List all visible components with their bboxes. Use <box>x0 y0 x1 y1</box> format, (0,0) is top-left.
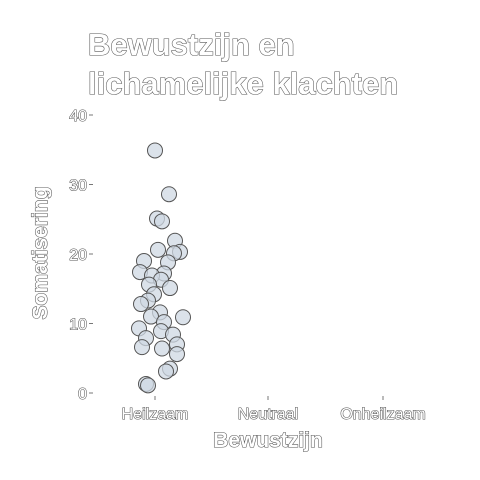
data-point <box>169 346 185 363</box>
data-point <box>134 339 150 356</box>
chart-title-line-1: Bewustzijn en <box>88 27 295 62</box>
data-point <box>154 213 170 230</box>
x-axis-title: Bewustzijn <box>213 429 323 452</box>
data-point <box>158 363 174 380</box>
x-tick-label: Onheilzaam <box>340 406 425 423</box>
y-axis: 0 10 20 30 40 <box>69 107 93 404</box>
y-tick-label: 10 <box>69 317 87 334</box>
data-point <box>161 186 177 203</box>
data-point <box>133 296 149 313</box>
data-point <box>175 309 191 326</box>
x-tick-label: Heilzaam <box>122 406 189 423</box>
data-point <box>154 340 170 357</box>
y-axis-title: Somatisering <box>29 186 52 319</box>
y-tick-label: 0 <box>78 386 87 403</box>
data-point <box>140 377 156 394</box>
x-axis: Heilzaam Neutraal Onheilzaam <box>121 396 426 424</box>
data-point <box>147 142 163 159</box>
y-tick-label: 20 <box>69 247 87 264</box>
x-tick-label: Neutraal <box>238 406 298 423</box>
chart-title-line-2: lichamelijke klachten <box>88 66 398 101</box>
data-point <box>162 280 178 297</box>
y-tick-label: 30 <box>69 178 87 195</box>
y-tick-label: 40 <box>69 108 87 125</box>
data-points <box>131 142 191 394</box>
data-point <box>150 241 166 258</box>
